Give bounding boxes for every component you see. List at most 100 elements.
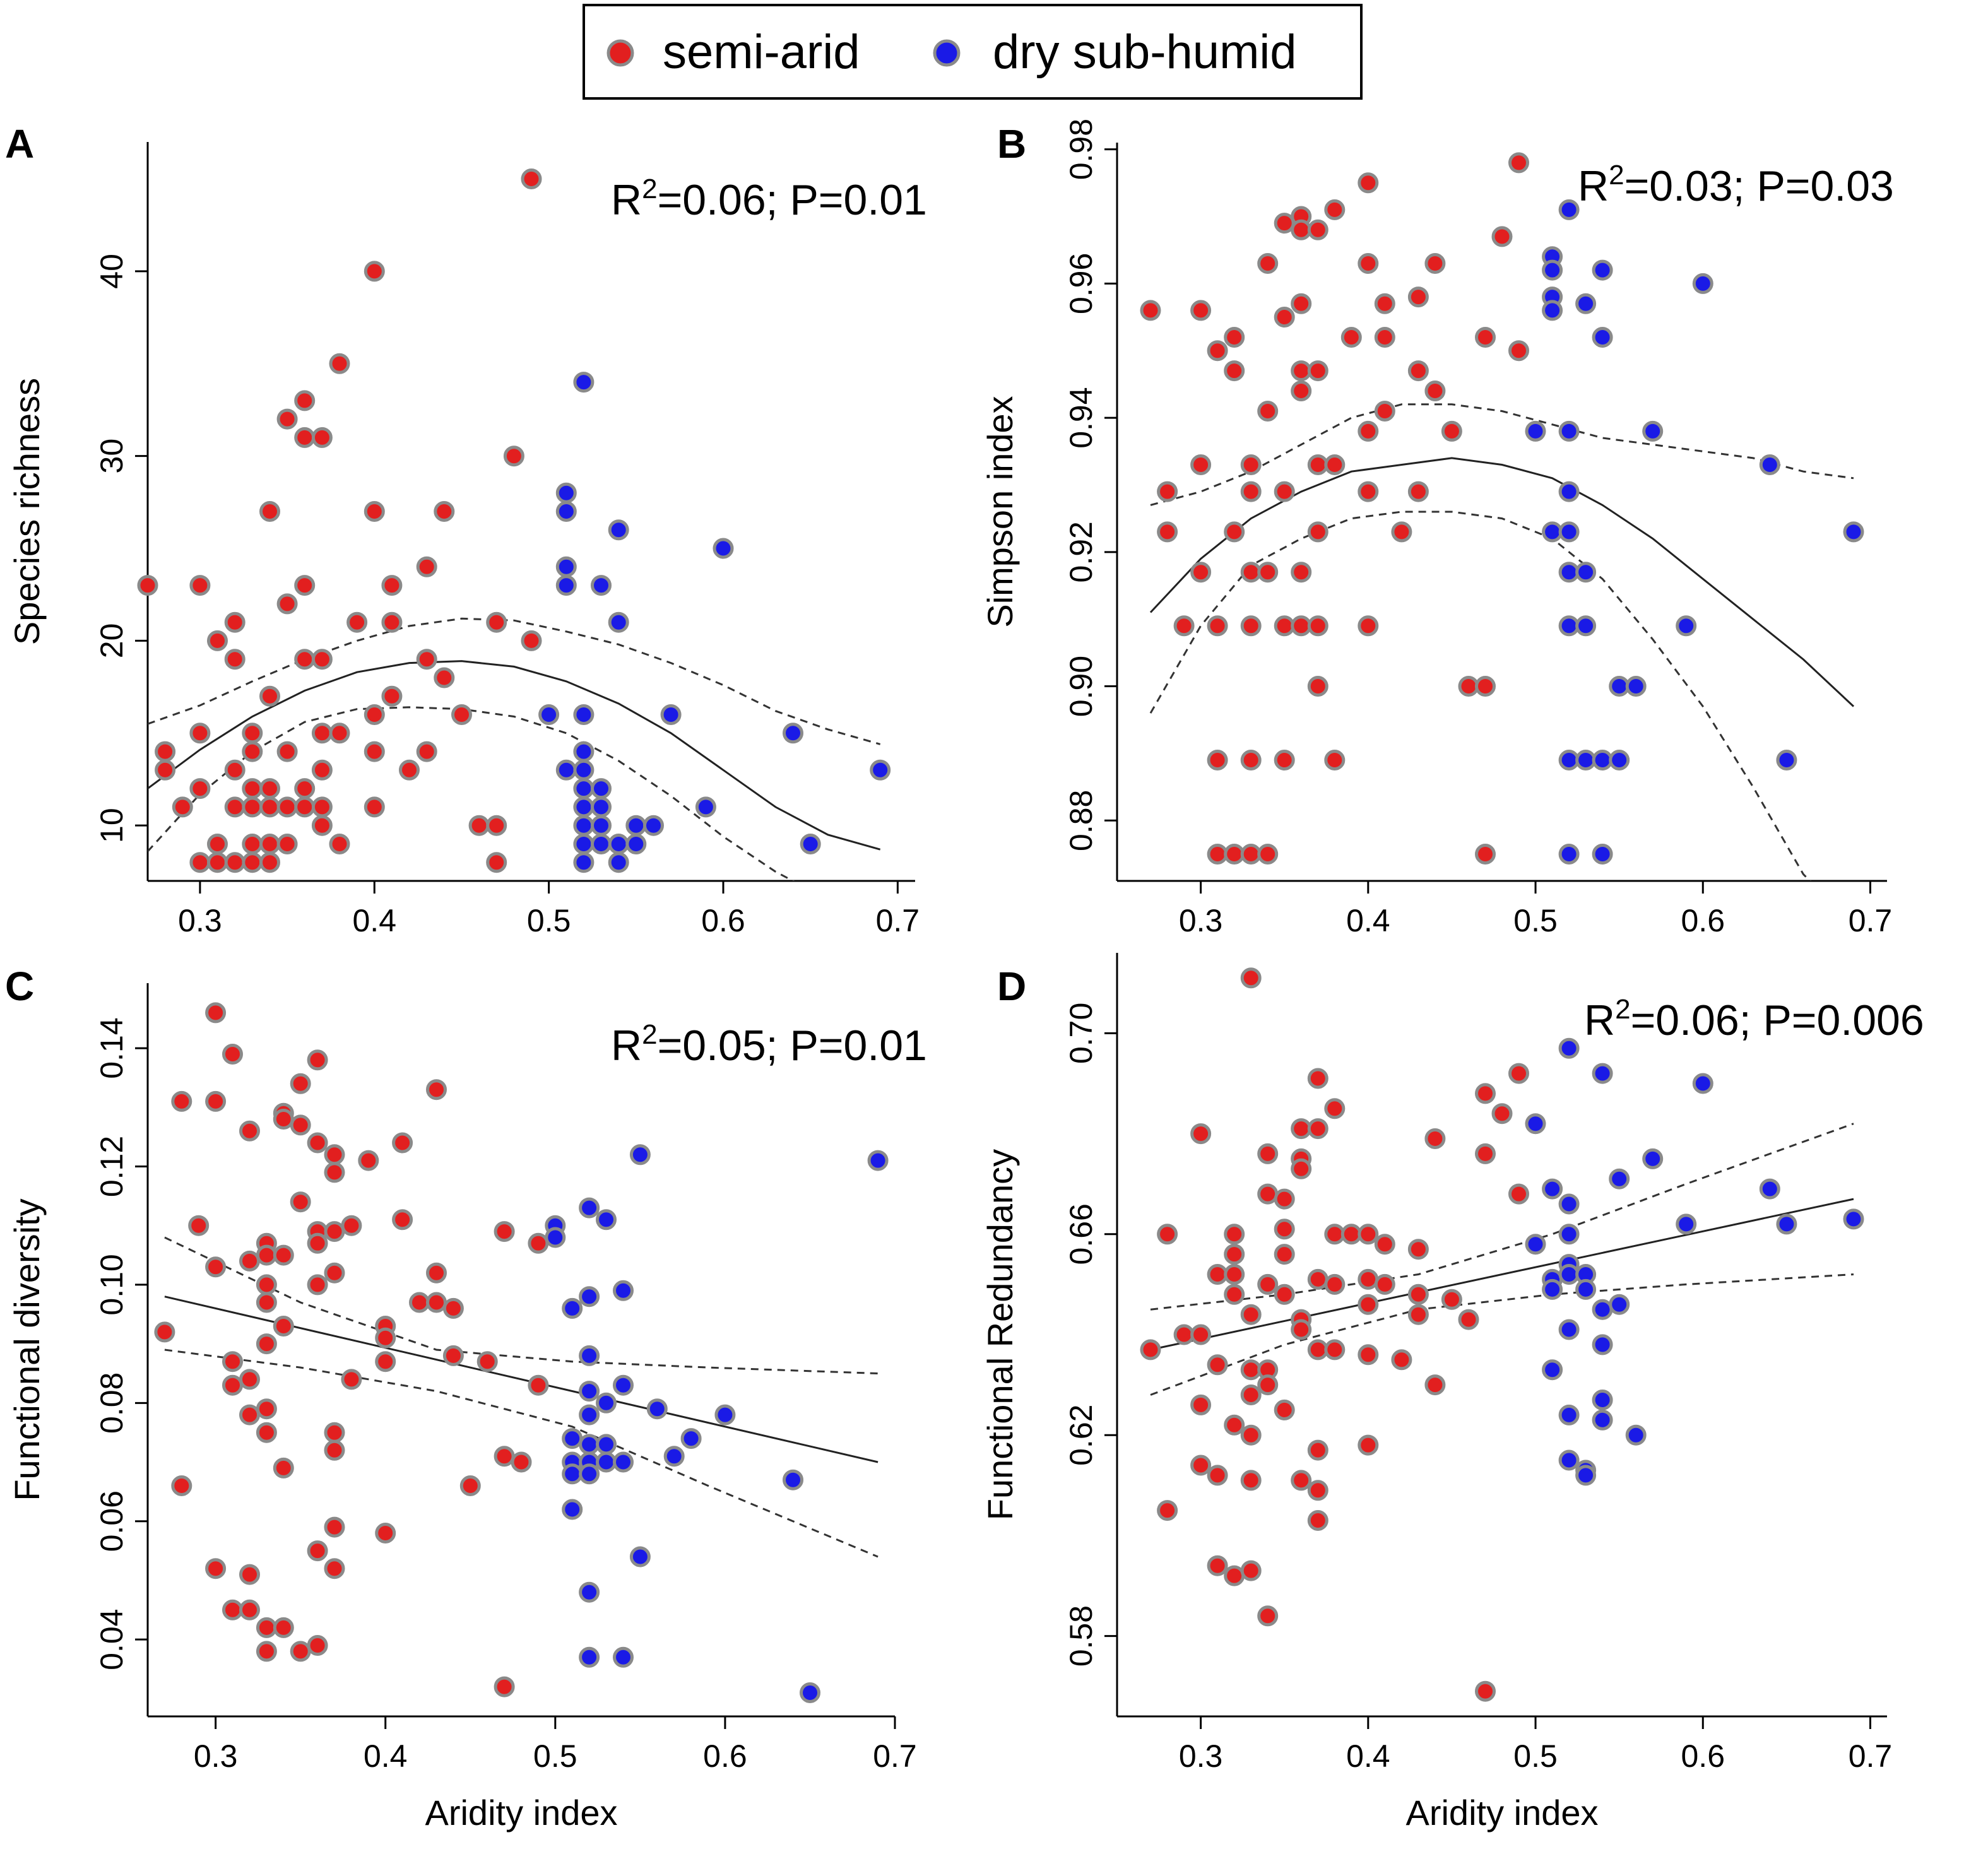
panel-c-point-semi-arid [324,1221,345,1242]
panel-a-x-tick-label: 0.5 [527,903,571,938]
panel-a-point-semi-arid [434,667,455,688]
panel-a-point-dry-sub-humid [573,852,595,873]
panel-b-x-tick-label: 0.6 [1681,903,1725,938]
panel-c-point-dry-sub-humid [596,1209,617,1231]
panel-b-point-semi-arid [1374,293,1395,314]
panel-c-point-semi-arid [256,1292,277,1313]
panel-d-point-semi-arid [1190,1455,1212,1476]
panel-b-point-semi-arid [1157,481,1178,502]
panel-c-point-semi-arid [528,1374,549,1396]
panel-c-point-semi-arid [239,1120,260,1142]
panel-a-point-dry-sub-humid [591,796,612,818]
panel-b-point-semi-arid [1274,481,1295,502]
panel-a-point-dry-sub-humid [573,815,595,836]
panel-a-point-dry-sub-humid [573,778,595,800]
panel-d-point-semi-arid [1424,1128,1446,1149]
panel-b-point-semi-arid [1508,152,1529,174]
panel-c-x-tick-label: 0.4 [364,1738,408,1774]
panel-d-x-tick-label: 0.5 [1513,1738,1558,1774]
panel-c-point-semi-arid [205,1002,227,1024]
panel-b-point-dry-sub-humid [1843,521,1864,543]
panel-a-point-semi-arid [364,741,385,762]
panel-d-point-semi-arid [1324,1098,1346,1119]
panel-a-point-semi-arid [451,704,472,725]
panel-c-point-semi-arid [324,1439,345,1461]
panel-a-point-dry-sub-humid [591,575,612,596]
panel-c-point-dry-sub-humid [579,1581,600,1603]
panel-b-point-dry-sub-humid [1542,521,1563,543]
panel-b-point-semi-arid [1441,420,1462,442]
panel-c-point-dry-sub-humid [714,1404,736,1425]
panel-c-point-semi-arid [324,1144,345,1166]
panel-d-point-semi-arid [1475,1680,1496,1702]
panel-a-point-semi-arid [381,611,403,633]
panel-d-point-semi-arid [1157,1500,1178,1521]
panel-d-point-semi-arid [1424,1374,1446,1396]
panel-d-y-tick-label: 0.62 [1063,1405,1099,1466]
panel-a-point-dry-sub-humid [695,796,716,818]
panel-c-point-semi-arid [392,1209,413,1231]
panel-c-point-semi-arid [324,1162,345,1183]
panel-b-y-tick-label: 0.90 [1063,656,1099,717]
panel-d-point-semi-arid [1224,1244,1245,1265]
panel-b-point-semi-arid [1391,521,1412,543]
panel-b-point-dry-sub-humid [1558,521,1580,543]
panel-d-point-semi-arid [1257,1143,1279,1164]
panel-d-point-semi-arid [1407,1304,1429,1325]
panel-d-point-semi-arid [1508,1183,1529,1205]
panel-c-point-dry-sub-humid [613,1451,634,1473]
panel-d-point-semi-arid [1291,1470,1312,1491]
panel-c-point-semi-arid [171,1475,192,1496]
panel-b-point-semi-arid [1207,615,1228,637]
panel-b-point-semi-arid [1291,615,1312,637]
panel-d-point-semi-arid [1307,1480,1328,1501]
panel-c-point-dry-sub-humid [663,1446,685,1467]
panel-c-point-semi-arid [256,1274,277,1296]
panel-c-x-axis-title: Aridity index [425,1793,617,1833]
panel-c-point-semi-arid [375,1327,396,1349]
panel-d-point-semi-arid [1190,1324,1212,1345]
panel-c-point-semi-arid [442,1345,464,1366]
panel-d-x-tick-label: 0.4 [1346,1738,1390,1774]
panel-b-point-dry-sub-humid [1676,615,1697,637]
panel-b-point-semi-arid [1207,844,1228,865]
panel-a-point-semi-arid [155,759,176,781]
panel-d-point-semi-arid [1291,1319,1312,1340]
panel-c-point-dry-sub-humid [613,1280,634,1301]
panel-c-x-tick-label: 0.3 [194,1738,238,1774]
panel-a-letter: A [5,121,34,167]
panel-d-point-semi-arid [1358,1268,1379,1290]
panel-a-point-semi-arid [311,723,333,744]
panel-c-y-tick-label: 0.06 [94,1490,129,1552]
panel-d-point-semi-arid [1274,1399,1295,1420]
panel-a-point-semi-arid [189,778,211,800]
panel-d-point-dry-sub-humid [1558,1404,1580,1425]
panel-c-point-dry-sub-humid [545,1227,566,1248]
panel-c-point-semi-arid [239,1404,260,1425]
panel-a-fit-line [148,660,881,851]
panel-b-point-dry-sub-humid [1558,844,1580,865]
panel-b-point-semi-arid [1340,327,1362,348]
panel-d-point-semi-arid [1173,1324,1195,1345]
panel-c-point-semi-arid [494,1676,515,1697]
panel-d-point-dry-sub-humid [1692,1073,1713,1094]
panel-a-point-semi-arid [486,611,507,633]
panel-c-point-dry-sub-humid [629,1546,651,1567]
panel-b-point-semi-arid [1224,521,1245,543]
panel-d-fit-line [1150,1198,1854,1351]
panel-a-point-semi-arid [276,796,298,818]
panel-c-point-dry-sub-humid [613,1374,634,1396]
panel-b-point-semi-arid [1324,750,1346,770]
panel-c-point-semi-arid [256,1398,277,1420]
panel-d-point-semi-arid [1224,1264,1245,1285]
panel-c-point-semi-arid [307,1635,328,1656]
panel-c-point-dry-sub-humid [579,1381,600,1402]
panel-c-point-dry-sub-humid [579,1345,600,1366]
panel-c-point-semi-arid [307,1232,328,1254]
panel-c-y-tick-label: 0.08 [94,1372,129,1434]
panel-c-point-semi-arid [307,1049,328,1071]
panel-d-point-semi-arid [1240,1359,1262,1381]
panel-d-point-dry-sub-humid [1558,1224,1580,1245]
panel-a-point-semi-arid [189,852,211,873]
panel-c-point-semi-arid [375,1523,396,1543]
